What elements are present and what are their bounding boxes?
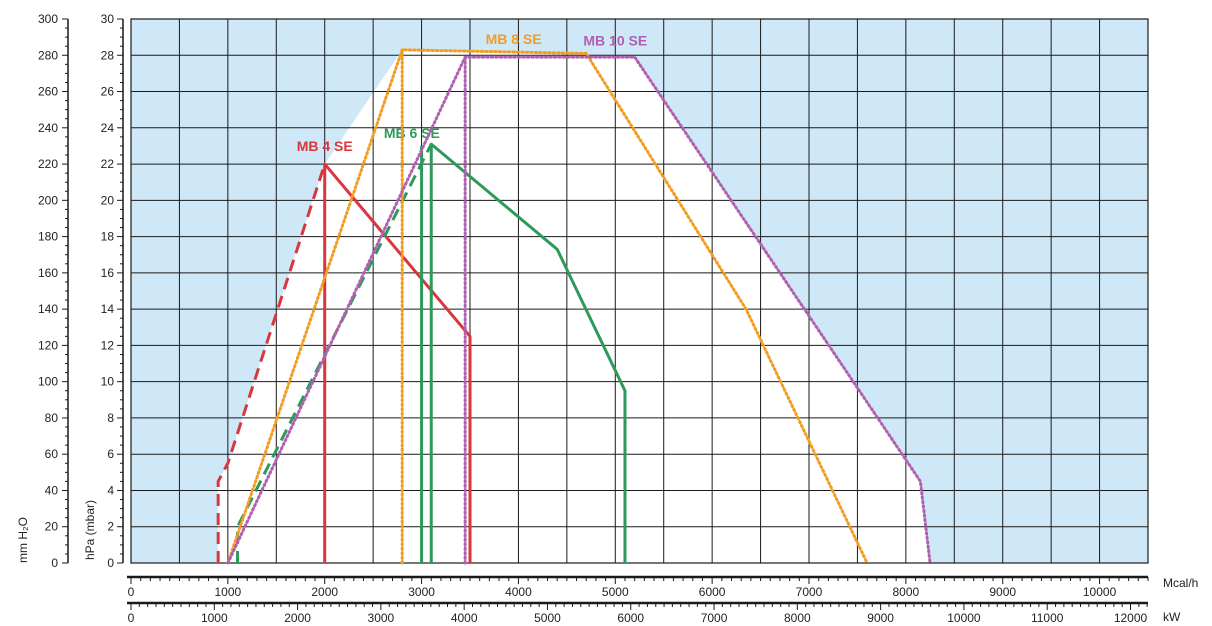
series-mb-4-se: MB 4 SE [216, 138, 472, 563]
x-tick-label-kw: 7000 [701, 611, 728, 625]
y-tick-label-hpa: 10 [101, 375, 115, 389]
y-tick-label-hpa: 4 [107, 483, 114, 497]
y-tick-label-hpa: 8 [107, 411, 114, 425]
series-segment [323, 162, 472, 563]
x-tick-label-mcalh: 8000 [893, 585, 920, 599]
y-tick-label-hpa: 0 [107, 556, 114, 570]
plot-frame [130, 18, 1149, 564]
y-tick-label-hpa: 18 [101, 230, 115, 244]
series-label: MB 4 SE [297, 138, 353, 154]
axes [62, 18, 1149, 610]
series-layer: MB 4 SE MB 6 SE MB 8 SE MB 10 SE [216, 31, 932, 565]
y-tick-label-mmh2o: 140 [38, 302, 58, 316]
y-tick-label-hpa: 22 [101, 157, 115, 171]
series-label: MB 8 SE [486, 31, 542, 47]
y-tick-label-mmh2o: 200 [38, 193, 58, 207]
x-tick-label-mcalh: 3000 [408, 585, 435, 599]
x-tick-label-mcalh: 0 [128, 585, 135, 599]
y-tick-label-mmh2o: 220 [38, 157, 58, 171]
x-axis-unit-mcalh: Mcal/h [1163, 576, 1198, 590]
y-tick-label-hpa: 30 [101, 12, 115, 26]
y-tick-label-hpa: 16 [101, 266, 115, 280]
x-tick-label-kw: 9000 [867, 611, 894, 625]
x-tick-label-kw: 8000 [784, 611, 811, 625]
y-tick-label-hpa: 26 [101, 85, 115, 99]
x-tick-label-kw: 10000 [947, 611, 981, 625]
y-tick-label-hpa: 14 [101, 302, 115, 316]
x-tick-label-kw: 1000 [201, 611, 228, 625]
x-tick-label-kw: 11000 [1031, 611, 1064, 625]
y-tick-label-mmh2o: 180 [38, 230, 58, 244]
x-tick-label-kw: 0 [128, 611, 135, 625]
x-tick-label-kw: 6000 [617, 611, 644, 625]
y-tick-label-mmh2o: 240 [38, 121, 58, 135]
y-tick-label-hpa: 28 [101, 48, 115, 62]
y-axis-title-mmh2o: mm H₂O [16, 517, 30, 563]
y-tick-label-mmh2o: 0 [51, 556, 58, 570]
y-tick-label-mmh2o: 60 [45, 447, 59, 461]
y-tick-label-mmh2o: 300 [38, 12, 58, 26]
series-mb-10-se: MB 10 SE [226, 33, 932, 565]
x-tick-label-kw: 5000 [534, 611, 561, 625]
plot-background [131, 19, 1148, 564]
x-axis-unit-kw: kW [1163, 610, 1181, 624]
x-tick-label-kw: 3000 [368, 611, 395, 625]
y-tick-label-hpa: 2 [107, 520, 114, 534]
series-segment [216, 163, 327, 563]
y-tick-label-mmh2o: 260 [38, 85, 58, 99]
x-tick-label-mcalh: 10000 [1083, 585, 1117, 599]
x-tick-label-mcalh: 2000 [311, 585, 338, 599]
series-label: MB 6 SE [384, 125, 440, 141]
y-tick-label-mmh2o: 20 [45, 520, 59, 534]
x-tick-label-kw: 4000 [451, 611, 478, 625]
y-tick-label-mmh2o: 100 [38, 375, 58, 389]
y-tick-label-mmh2o: 280 [38, 48, 58, 62]
x-tick-label-mcalh: 1000 [215, 585, 242, 599]
series-segment [429, 142, 627, 563]
y-tick-label-mmh2o: 160 [38, 266, 58, 280]
y-axis-title-hpa: hPa (mbar) [83, 500, 97, 560]
series-mb-8-se: MB 8 SE [226, 31, 869, 565]
series-segment [226, 48, 869, 565]
x-tick-label-mcalh: 6000 [699, 585, 726, 599]
y-tick-label-mmh2o: 40 [45, 483, 59, 497]
x-tick-label-kw: 2000 [284, 611, 311, 625]
series-label: MB 10 SE [583, 33, 647, 49]
x-tick-label-mcalh: 7000 [796, 585, 823, 599]
x-tick-label-mcalh: 4000 [505, 585, 532, 599]
working-area-extra [218, 49, 868, 564]
series-segment [226, 55, 932, 565]
x-tick-label-mcalh: 5000 [602, 585, 629, 599]
y-tick-label-hpa: 6 [107, 447, 114, 461]
series-mb-6-se: MB 6 SE [236, 125, 627, 563]
x-tick-label-kw: 12000 [1114, 611, 1148, 625]
y-tick-label-hpa: 24 [101, 121, 115, 135]
y-tick-label-hpa: 12 [101, 338, 115, 352]
y-tick-label-hpa: 20 [101, 193, 115, 207]
y-tick-label-mmh2o: 120 [38, 338, 58, 352]
x-tick-label-mcalh: 9000 [989, 585, 1016, 599]
tick-labels: 0204060801001201401601802002202402602803… [38, 12, 1148, 625]
y-tick-label-mmh2o: 80 [45, 411, 59, 425]
